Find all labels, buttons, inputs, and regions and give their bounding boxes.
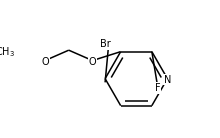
Text: N: N — [164, 75, 171, 85]
Text: O: O — [89, 57, 96, 67]
Text: F: F — [155, 83, 161, 93]
Text: CH$_3$: CH$_3$ — [0, 45, 15, 59]
Text: O: O — [41, 57, 49, 67]
Text: Br: Br — [100, 39, 110, 49]
